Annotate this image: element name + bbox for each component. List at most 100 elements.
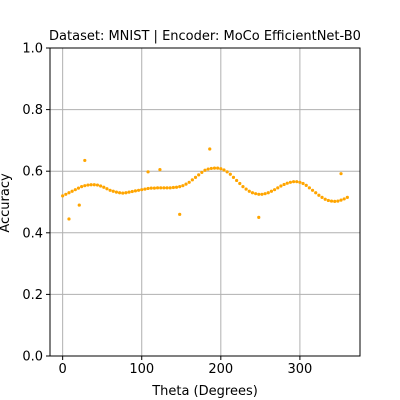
data-point: [67, 217, 71, 221]
data-point: [70, 189, 74, 193]
data-point: [187, 180, 191, 184]
data-point: [130, 189, 134, 194]
y-axis-label: Accuracy: [0, 173, 13, 233]
data-point: [149, 186, 153, 190]
data-point: [64, 192, 68, 196]
data-point: [159, 186, 163, 190]
data-point: [83, 158, 87, 163]
chart-title: Dataset: MNIST | Encoder: MoCo Efficient…: [49, 29, 361, 44]
data-point: [333, 199, 337, 203]
data-point: [241, 185, 245, 189]
data-point: [174, 185, 179, 189]
data-point: [178, 185, 182, 189]
data-point: [77, 203, 81, 207]
data-point: [89, 183, 93, 187]
data-point: [80, 185, 84, 189]
y-axis-ticks: 0.0 0.2 0.4 0.6 0.8 1.0: [22, 42, 50, 365]
data-point: [314, 191, 318, 195]
data-point: [136, 188, 141, 192]
data-point: [146, 186, 150, 191]
data-point: [200, 170, 204, 175]
data-point: [301, 181, 305, 186]
y-tick-label: 0.4: [22, 226, 43, 241]
data-point: [168, 186, 172, 190]
data-point: [171, 185, 175, 190]
data-point: [339, 172, 343, 176]
data-point: [231, 175, 236, 179]
data-point: [266, 191, 270, 195]
data-point: [225, 170, 229, 174]
data-point: [304, 183, 308, 187]
y-tick-label: 0.8: [22, 103, 43, 118]
x-tick-label: 200: [208, 362, 233, 377]
data-point: [295, 180, 299, 184]
data-point: [184, 182, 188, 186]
x-axis-label: Theta (Degrees): [151, 384, 258, 399]
data-point: [276, 186, 280, 190]
data-point: [178, 212, 182, 216]
data-point: [326, 198, 330, 203]
data-point: [117, 191, 122, 195]
data-point: [67, 191, 71, 195]
data-point: [320, 195, 324, 199]
data-point: [285, 181, 289, 185]
data-point: [111, 189, 115, 193]
data-point: [260, 192, 264, 196]
data-point: [244, 187, 248, 191]
data-point: [216, 166, 220, 170]
data-point: [206, 167, 210, 171]
data-point: [133, 189, 138, 193]
data-point: [152, 186, 156, 190]
data-point: [298, 180, 302, 184]
data-point: [114, 190, 119, 194]
data-point: [336, 199, 340, 203]
data-point: [345, 195, 349, 199]
data-point: [272, 188, 277, 192]
data-point: [342, 197, 346, 201]
data-point: [162, 186, 166, 190]
data-point: [121, 191, 125, 195]
data-point: [99, 184, 103, 188]
data-point: [61, 194, 65, 198]
data-point: [193, 175, 198, 179]
data-point: [310, 188, 315, 192]
data-point: [102, 185, 106, 189]
x-tick-label: 0: [59, 362, 67, 377]
data-point: [247, 189, 251, 193]
data-point: [208, 147, 212, 151]
data-point: [209, 166, 213, 171]
data-point: [317, 193, 321, 197]
x-tick-label: 300: [287, 362, 312, 377]
data-point: [124, 191, 128, 195]
data-point: [92, 183, 96, 187]
data-point: [73, 188, 77, 192]
data-point: [146, 170, 150, 174]
data-point: [222, 168, 226, 172]
data-point: [228, 172, 232, 176]
data-point: [95, 183, 100, 187]
data-point: [282, 182, 286, 187]
data-point: [83, 184, 87, 188]
y-tick-label: 1.0: [22, 42, 43, 57]
data-point: [254, 192, 258, 196]
data-point: [127, 190, 131, 194]
data-point: [108, 188, 112, 192]
data-point: [76, 186, 81, 190]
data-point: [257, 192, 261, 196]
y-tick-label: 0.2: [22, 288, 43, 303]
data-point: [158, 168, 162, 172]
x-tick-label: 100: [129, 362, 154, 377]
data-point: [219, 167, 223, 171]
data-point: [105, 187, 109, 191]
data-point: [257, 215, 261, 219]
data-point: [339, 198, 343, 202]
plot-frame: [49, 47, 361, 357]
data-point: [181, 184, 185, 188]
y-tick-label: 0.6: [22, 165, 43, 180]
data-point: [288, 180, 293, 184]
data-point: [86, 183, 90, 187]
data-point: [140, 188, 144, 192]
data-point: [307, 186, 311, 190]
